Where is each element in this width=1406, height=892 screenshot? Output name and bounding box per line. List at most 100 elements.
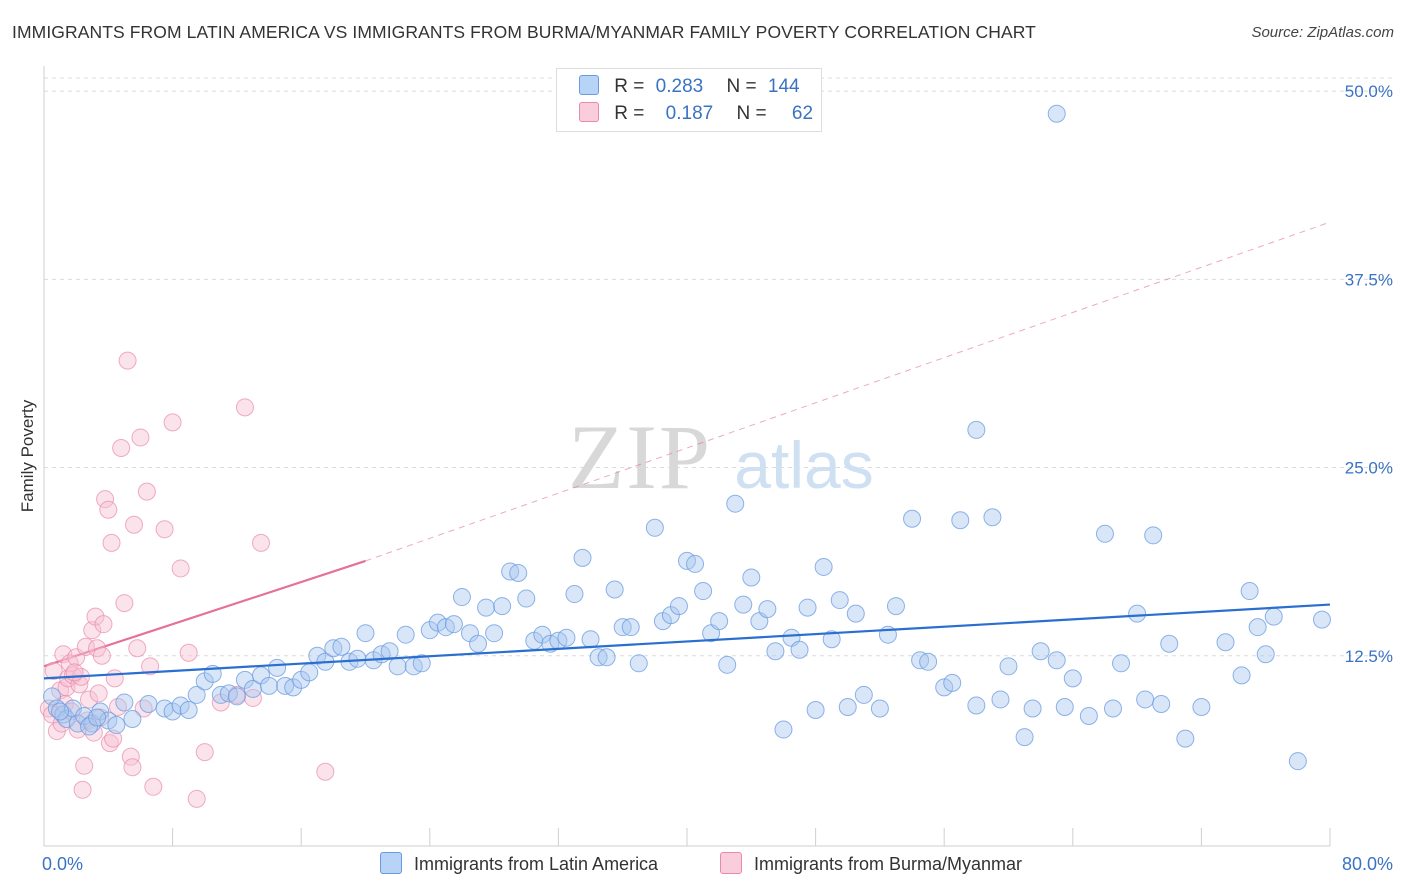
- bottom-legend-swatch-blue: [380, 852, 402, 874]
- legend-swatch-blue: [579, 75, 599, 95]
- point-latin-america: [967, 696, 986, 715]
- x-tick-label-min: 0.0%: [42, 854, 83, 874]
- point-burma: [155, 520, 174, 539]
- y-tick-label: 12.5%: [1345, 647, 1393, 666]
- point-latin-america: [919, 652, 938, 671]
- point-latin-america: [187, 685, 206, 704]
- bottom-legend-latin-america: Immigrants from Latin America: [380, 852, 658, 875]
- point-burma: [96, 490, 115, 509]
- point-burma: [108, 697, 127, 716]
- point-burma: [141, 657, 160, 676]
- point-latin-america: [1136, 690, 1155, 709]
- point-burma: [104, 729, 123, 748]
- point-latin-america: [1288, 752, 1307, 771]
- point-latin-america: [348, 649, 367, 668]
- point-latin-america: [742, 568, 761, 587]
- point-latin-america: [332, 637, 351, 656]
- point-latin-america: [268, 658, 287, 677]
- point-latin-america: [766, 642, 785, 661]
- bottom-legend-swatch-pink: [720, 852, 742, 874]
- point-latin-america: [645, 518, 664, 537]
- point-latin-america: [886, 597, 905, 616]
- point-latin-america: [412, 654, 431, 673]
- point-latin-america: [798, 598, 817, 617]
- x-tick-label-max: 80.0%: [1342, 854, 1393, 874]
- point-latin-america: [1240, 582, 1259, 601]
- point-burma: [243, 688, 262, 707]
- point-burma: [83, 621, 102, 640]
- y-tick-label: 50.0%: [1345, 82, 1393, 101]
- point-latin-america: [1047, 651, 1066, 670]
- point-latin-america: [493, 597, 512, 616]
- point-burma: [187, 789, 206, 808]
- point-latin-america: [951, 511, 970, 530]
- point-latin-america: [718, 655, 737, 674]
- point-latin-america: [388, 657, 407, 676]
- point-burma: [94, 615, 113, 634]
- point-burma: [123, 758, 142, 777]
- point-latin-america: [1176, 729, 1195, 748]
- point-latin-america: [806, 700, 825, 719]
- trendline-latin-america: [43, 603, 1331, 680]
- point-latin-america: [1095, 524, 1114, 543]
- point-burma: [118, 351, 137, 370]
- point-latin-america: [88, 708, 107, 727]
- legend-r-label: R =: [614, 103, 645, 124]
- point-latin-america: [139, 694, 158, 713]
- point-burma: [163, 413, 182, 432]
- point-latin-america: [380, 642, 399, 661]
- point-burma: [128, 639, 147, 658]
- point-burma: [137, 482, 156, 501]
- point-latin-america: [1160, 634, 1179, 653]
- point-latin-america: [179, 700, 198, 719]
- point-latin-america: [758, 600, 777, 619]
- point-burma: [316, 762, 335, 781]
- point-latin-america: [686, 554, 705, 573]
- point-burma: [179, 643, 198, 662]
- point-latin-america: [999, 657, 1018, 676]
- point-burma: [75, 756, 94, 775]
- point-latin-america: [1152, 694, 1171, 713]
- point-burma: [125, 515, 144, 534]
- point-latin-america: [356, 624, 375, 643]
- legend-n-value-2: 62: [791, 103, 814, 124]
- point-latin-america: [726, 494, 745, 513]
- point-latin-america: [830, 591, 849, 610]
- point-latin-america: [814, 557, 833, 576]
- point-latin-america: [57, 710, 76, 729]
- point-latin-america: [260, 676, 279, 695]
- point-latin-america: [1112, 654, 1131, 673]
- point-burma: [89, 684, 108, 703]
- point-latin-america: [1264, 607, 1283, 626]
- point-latin-america: [870, 699, 889, 718]
- point-latin-america: [123, 710, 142, 729]
- point-latin-america: [734, 595, 753, 614]
- point-latin-america: [485, 624, 504, 643]
- legend-row-latin-america: R = 0.283 N = 144: [579, 75, 800, 99]
- point-latin-america: [983, 508, 1002, 527]
- point-latin-america: [838, 697, 857, 716]
- y-tick-label: 25.0%: [1345, 459, 1393, 478]
- point-burma: [131, 428, 150, 447]
- trendline-latin-america-solid: [43, 603, 1331, 680]
- legend-n-value-1: 144: [767, 76, 800, 97]
- correlation-legend: R = 0.283 N = 144 R = 0.187 N = 62: [556, 68, 822, 132]
- point-burma: [84, 723, 103, 742]
- point-burma: [171, 559, 190, 578]
- point-latin-america: [669, 597, 688, 616]
- legend-r-label: R =: [614, 76, 645, 97]
- legend-n-label: N =: [726, 76, 757, 97]
- point-burma: [144, 777, 163, 796]
- trendline-burma-extrapolated: [365, 221, 1331, 562]
- point-latin-america: [227, 687, 246, 706]
- point-latin-america: [903, 509, 922, 528]
- point-latin-america: [846, 604, 865, 623]
- point-latin-america: [115, 693, 134, 712]
- legend-r-value-2: 0.187: [665, 103, 714, 124]
- point-latin-america: [967, 420, 986, 439]
- watermark-zip: ZIP: [568, 406, 712, 508]
- point-latin-america: [943, 673, 962, 692]
- point-latin-america: [1055, 697, 1074, 716]
- source-label: Source: ZipAtlas.com: [1251, 24, 1394, 41]
